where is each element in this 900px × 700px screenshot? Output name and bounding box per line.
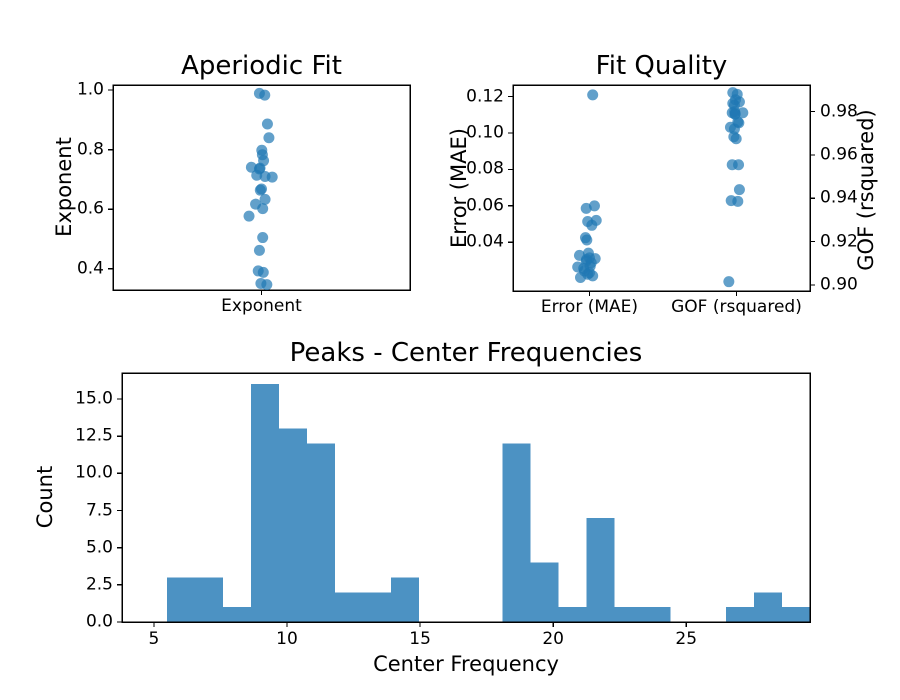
scatter-point — [261, 279, 273, 291]
scatter-point — [580, 202, 592, 214]
scatter-point — [257, 203, 269, 215]
scatter-point — [257, 266, 269, 278]
scatter-point — [733, 159, 745, 171]
ytick-label: 0.0 — [85, 611, 113, 632]
histogram-bar — [223, 607, 252, 622]
fit-quality-left-axis-label: Error (MAE) — [447, 127, 471, 249]
ytick-label-right: 0.90 — [820, 274, 858, 295]
ytick-label-left: 0.06 — [466, 195, 504, 216]
histogram-bar — [279, 428, 307, 622]
histogram-bar — [334, 592, 363, 622]
scatter-point — [251, 169, 263, 181]
histogram-bar — [782, 607, 810, 622]
ytick-label: 2.5 — [85, 574, 113, 595]
histogram-bar — [167, 577, 196, 622]
histogram-bar — [754, 592, 783, 622]
histogram-bar — [251, 384, 280, 622]
scatter-point — [253, 244, 265, 256]
histogram-bar — [558, 607, 587, 622]
scatter-point — [256, 183, 267, 195]
peaks-x-axis-label: Center Frequency — [373, 652, 559, 676]
axes-spines — [512, 84, 811, 292]
ytick-label: 15.0 — [75, 388, 113, 409]
scatter-point — [723, 276, 735, 288]
scatter-point — [243, 210, 255, 222]
xtick-label: 5 — [148, 629, 160, 649]
xtick-label: 10 — [276, 629, 298, 649]
histogram-bar — [362, 592, 391, 622]
scatter-point — [263, 132, 275, 144]
histogram-bar — [614, 607, 643, 622]
ytick-label-left: 0.04 — [466, 231, 504, 252]
ytick-label-right: 0.92 — [820, 231, 858, 252]
aperiodic-fit-title: Aperiodic Fit — [181, 51, 342, 81]
histogram-bar — [390, 577, 419, 622]
histogram-bar — [530, 562, 559, 622]
ytick-label-right: 0.94 — [820, 187, 858, 208]
scatter-point — [587, 89, 599, 101]
scatter-point — [733, 184, 745, 196]
xtick-label: 15 — [409, 629, 431, 649]
histogram-bar — [586, 517, 615, 622]
histogram-bar — [502, 443, 531, 622]
ytick-label: 0.8 — [76, 139, 104, 160]
aperiodic-y-axis-label: Exponent — [52, 137, 76, 237]
xtick-label: GOF (rsquared) — [671, 297, 802, 317]
histogram-bar — [195, 577, 224, 622]
axes-spines — [112, 84, 411, 291]
ytick-label-left: 0.08 — [466, 158, 504, 179]
fit-quality-title: Fit Quality — [595, 51, 728, 81]
peaks-y-axis-label: Count — [33, 465, 57, 529]
ytick-label: 0.4 — [76, 258, 104, 279]
scatter-point — [581, 234, 593, 246]
ytick-label: 10.0 — [75, 462, 113, 483]
scatter-point — [266, 171, 278, 183]
xtick-label: Error (MAE) — [540, 297, 639, 317]
histogram-bar — [306, 443, 335, 622]
histogram-bar — [642, 607, 671, 622]
xtick-label: Exponent — [221, 296, 302, 316]
peaks-title: Peaks - Center Frequencies — [289, 338, 643, 368]
scatter-point — [257, 232, 269, 244]
scatter-point — [261, 118, 273, 130]
ytick-label: 12.5 — [75, 425, 113, 446]
scatter-point — [259, 89, 271, 101]
ytick-label-right: 0.96 — [820, 144, 858, 165]
ytick-label: 7.5 — [85, 500, 113, 520]
scatter-point — [574, 272, 586, 284]
scatter-point — [259, 193, 271, 205]
xtick-label: 25 — [675, 629, 698, 649]
ytick-label-left: 0.10 — [466, 122, 504, 143]
scatter-point — [732, 195, 744, 207]
ytick-label-left: 0.12 — [466, 86, 504, 107]
ytick-label: 0.6 — [76, 198, 104, 219]
ytick-label: 5.0 — [85, 537, 113, 558]
ytick-label-right: 0.98 — [820, 101, 858, 122]
scatter-point — [730, 133, 742, 145]
scatter-point — [586, 219, 598, 231]
scatter-point — [587, 270, 599, 282]
axes-spines — [121, 372, 811, 623]
histogram-bar — [726, 607, 755, 622]
ytick-label: 1.0 — [76, 79, 104, 100]
xtick-label: 20 — [542, 629, 564, 649]
